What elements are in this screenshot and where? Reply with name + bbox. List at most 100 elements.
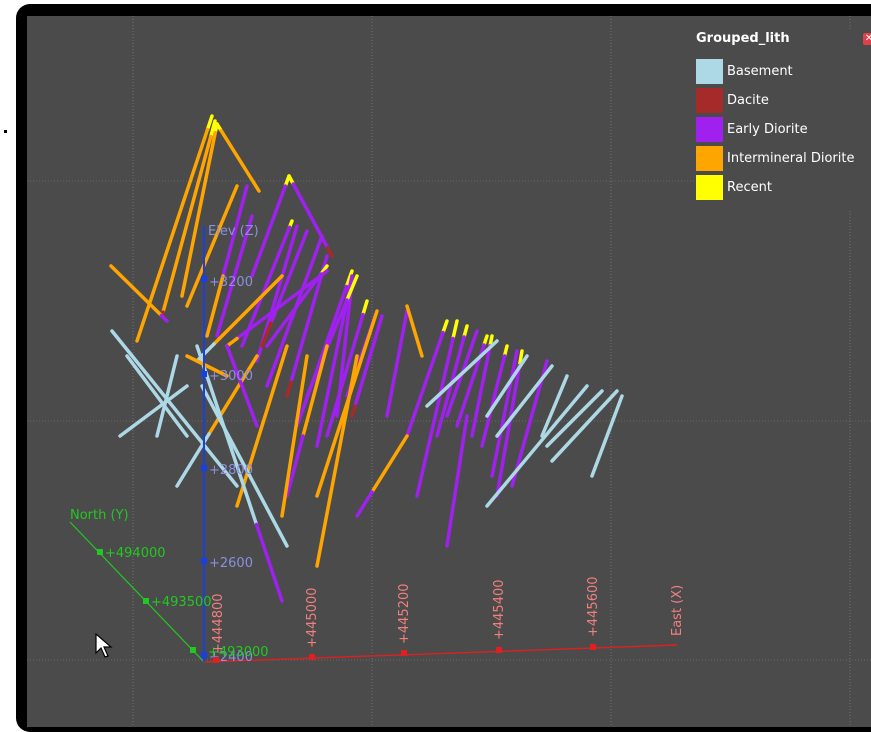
east-axis-label: East (X) — [670, 585, 685, 636]
elev-tick-label: +3200 — [209, 275, 253, 290]
legend-item-label: Dacite — [727, 93, 769, 108]
legend-item-intermineral-diorite[interactable]: Intermineral Diorite — [696, 146, 871, 171]
drill-hole-segment — [225, 336, 239, 348]
drill-hole-segment — [212, 274, 284, 346]
north-tick-marker — [143, 598, 149, 604]
north-tick-marker — [190, 647, 196, 653]
drill-hole-segment — [517, 349, 524, 368]
legend-title: Grouped_lith — [696, 31, 790, 46]
legend-item-label: Intermineral Diorite — [727, 151, 855, 166]
legend-item-recent[interactable]: Recent — [696, 175, 871, 200]
mouse-pointer-icon — [95, 633, 113, 658]
drill-hole-segment — [118, 384, 189, 438]
east-tick-label: +445000 — [305, 587, 320, 648]
drill-hole-segment — [353, 314, 384, 408]
drill-hole-segment — [225, 344, 259, 428]
drill-hole-segment — [110, 329, 239, 488]
scene-svg[interactable]: Elev (Z) +3200 +3000 +2800 +2600 +2400 N… — [27, 16, 871, 727]
north-tick-label: +494000 — [105, 546, 166, 561]
east-tick-marker — [401, 650, 407, 656]
drill-hole-segment — [221, 184, 249, 278]
drill-hole-segment — [405, 330, 445, 438]
axes-group: Elev (Z) +3200 +3000 +2800 +2600 +2400 N… — [69, 224, 685, 665]
drill-hole-segment — [470, 344, 492, 438]
drill-hole-segment — [235, 269, 329, 341]
drill-hole-segment — [125, 354, 189, 438]
drill-hole-segment — [265, 272, 323, 348]
3d-viewport[interactable]: Elev (Z) +3200 +3000 +2800 +2600 +2400 N… — [16, 4, 871, 732]
north-tick-marker — [97, 549, 103, 555]
drill-hole-segment — [285, 380, 293, 398]
drill-hole-segment — [370, 434, 409, 494]
legend-item-label: Early Diorite — [727, 122, 808, 137]
elev-tick-marker — [201, 276, 207, 282]
drill-hole-segment — [485, 354, 529, 418]
drill-hole-segment — [425, 339, 499, 408]
drill-hole-segment — [280, 354, 309, 518]
legend-panel: Grouped_lith ✕ Basement Dacite Early Dio… — [696, 29, 871, 209]
drill-hole-segment — [285, 434, 305, 498]
east-tick-marker — [309, 654, 315, 660]
north-axis-line — [69, 521, 205, 663]
legend-swatch — [696, 146, 723, 171]
drill-hole-segment — [325, 312, 365, 438]
drill-hole-segment — [315, 354, 359, 568]
legend-item-basement[interactable]: Basement — [696, 59, 871, 84]
drill-hole-segment — [205, 274, 225, 338]
legend-item-dacite[interactable]: Dacite — [696, 88, 871, 113]
drill-hole-segment — [485, 384, 589, 508]
elev-tick-label: +2800 — [209, 463, 253, 478]
east-tick-label: +445200 — [397, 583, 412, 644]
elev-tick-marker — [201, 371, 207, 377]
drill-hole-segment — [180, 130, 217, 298]
elev-tick-marker — [201, 558, 207, 564]
drill-hole-segment — [185, 184, 239, 308]
north-tick-label: +493500 — [151, 595, 212, 610]
drill-hole-segment — [415, 336, 455, 498]
drill-hole-segment — [490, 349, 519, 478]
legend-swatch — [696, 88, 723, 113]
stray-dot — [4, 130, 7, 133]
drill-hole-segment — [405, 304, 424, 358]
east-tick-label: +444800 — [211, 593, 226, 654]
drill-hole-segment — [240, 225, 292, 348]
drill-hole-segment — [385, 309, 409, 418]
drill-hole-segment — [480, 354, 507, 448]
drill-hole-segment — [159, 313, 169, 323]
north-axis-label: North (Y) — [70, 508, 129, 523]
north-tick-label: +493000 — [208, 645, 269, 660]
drill-hole-segment — [590, 394, 624, 478]
drill-hole-segment — [495, 364, 554, 438]
drill-hole-segment — [205, 114, 214, 132]
drill-hole-segment — [550, 389, 619, 463]
elev-tick-label: +3000 — [209, 369, 253, 384]
drill-hole-segment — [260, 321, 273, 348]
drill-hole-segment — [250, 184, 288, 278]
drill-hole-segment — [462, 324, 469, 339]
elev-tick-label: +2400 — [209, 650, 253, 665]
legend-item-label: Recent — [727, 180, 772, 195]
drill-hole-segment — [361, 299, 369, 317]
drill-hole-segment — [254, 522, 284, 603]
drill-hole-segment — [219, 128, 261, 193]
legend-item-early-diorite[interactable]: Early Diorite — [696, 117, 871, 142]
drill-hole-segment — [135, 127, 210, 343]
drill-hole-segment — [301, 344, 329, 438]
close-icon[interactable]: ✕ — [863, 33, 871, 45]
east-tick-marker — [590, 644, 596, 650]
drill-hole-segment — [545, 389, 604, 448]
elev-tick-marker — [201, 465, 207, 471]
legend-swatch — [696, 175, 723, 200]
elev-tick-marker — [201, 652, 207, 658]
scene-canvas[interactable]: Elev (Z) +3200 +3000 +2800 +2600 +2400 N… — [27, 16, 871, 727]
east-tick-label: +445400 — [492, 579, 507, 640]
drill-hole-segment — [441, 319, 449, 335]
drill-hole-segment — [495, 363, 522, 498]
drill-hole-segment — [344, 269, 354, 289]
elev-tick-label: +2600 — [209, 556, 253, 571]
drill-hole-segment — [345, 274, 359, 302]
legend-item-label: Basement — [727, 64, 793, 79]
drill-hole-segment — [540, 374, 569, 438]
drill-hole-segment — [215, 214, 254, 338]
drill-hole-segment — [161, 134, 213, 314]
